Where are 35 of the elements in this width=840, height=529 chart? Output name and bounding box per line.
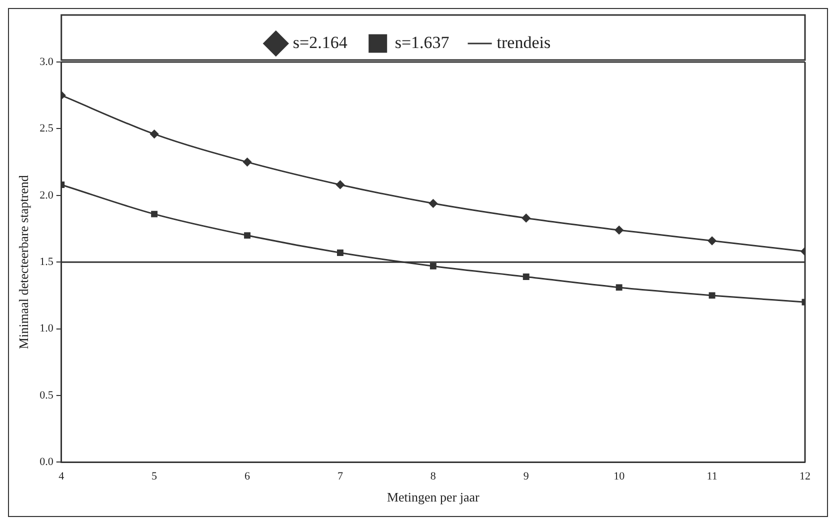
legend-label: s=2.164: [292, 32, 348, 52]
x-tick-label: 11: [706, 470, 718, 483]
point: [708, 292, 716, 299]
y-tick-label: 2.5: [40, 122, 54, 135]
x-tick-label: 9: [523, 470, 530, 483]
point: [151, 210, 158, 218]
x-tick-label: 10: [614, 470, 626, 483]
point: [150, 130, 159, 138]
point: [428, 199, 438, 208]
x-tick-label: 12: [800, 470, 810, 483]
legend-label: s=1.637: [394, 32, 450, 52]
y-tick-label: 1.0: [40, 322, 54, 335]
x-tick-label: 6: [244, 470, 251, 483]
y-axis-title: Minimaal detecteerbare staptrend: [16, 174, 32, 350]
point: [243, 158, 252, 166]
x-tick-label: 4: [58, 470, 65, 483]
x-axis-title: Metingen per jaar: [386, 490, 480, 505]
point: [708, 236, 716, 246]
point: [522, 274, 530, 280]
point: [336, 180, 344, 189]
point: [522, 214, 530, 222]
y-tick-label: 0.0: [40, 456, 54, 468]
point: [614, 226, 624, 234]
point: [616, 284, 622, 291]
y-tick-label: 0.5: [40, 389, 54, 402]
x-tick-label: 8: [430, 470, 436, 483]
point: [244, 232, 250, 239]
y-tick-label: 3.0: [40, 56, 54, 68]
point: [336, 250, 344, 256]
x-tick-label: 5: [152, 470, 158, 483]
y-tick-label: 2.0: [40, 189, 54, 202]
point: [430, 262, 436, 270]
x-tick-label: 7: [337, 470, 344, 483]
y-tick-label: 1.5: [40, 256, 54, 268]
legend-label: trendeis: [496, 32, 551, 52]
